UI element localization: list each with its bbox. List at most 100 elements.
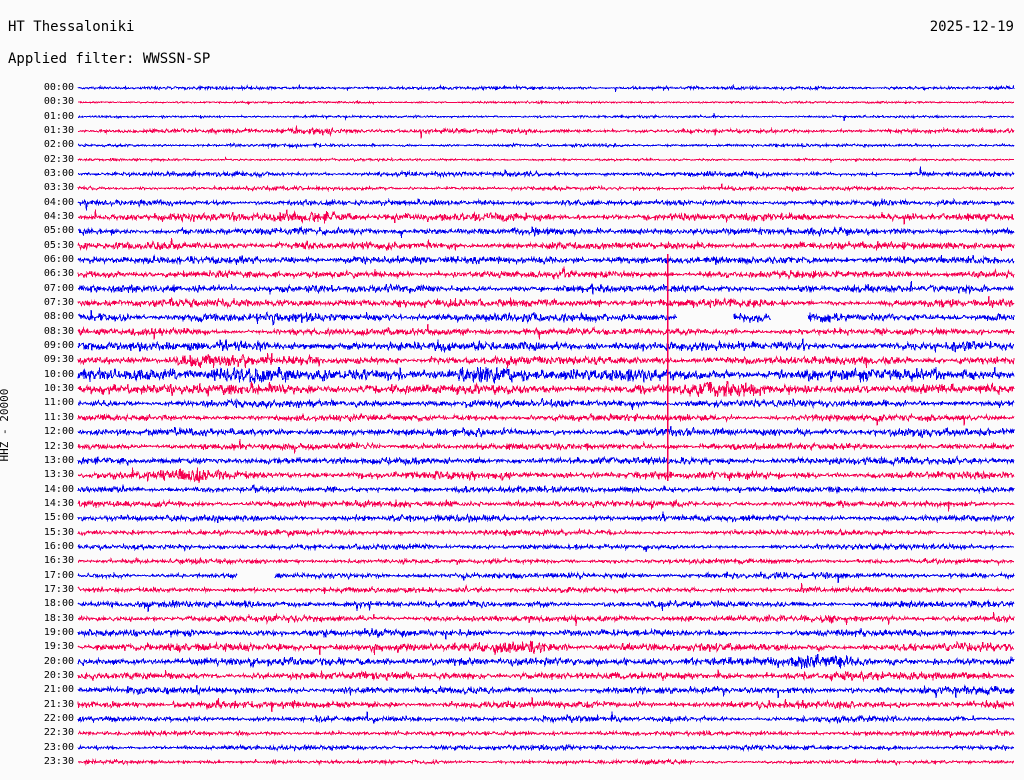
seismic-trace [77,627,1015,640]
seismic-trace [77,467,1015,483]
seismic-trace [77,99,1015,106]
seismic-trace [77,166,1015,179]
time-axis-label: 04:00 [43,196,74,208]
seismic-trace [77,197,1015,211]
seismic-trace [77,696,1015,713]
time-axis-label: 02:00 [43,139,74,151]
time-axis-label: 10:00 [43,368,74,380]
seismic-trace [77,669,1015,683]
seismic-trace [77,438,1015,454]
time-axis-label: 00:30 [43,96,74,108]
time-axis-label: 14:30 [43,497,74,509]
seismic-trace [77,366,1015,385]
time-axis-label: 09:30 [43,354,74,366]
time-axis-label: 07:00 [43,282,74,294]
time-axis-label: 19:30 [43,641,74,653]
time-axis-label: 01:30 [43,125,74,137]
time-axis-label: 10:30 [43,383,74,395]
time-axis-label: 18:30 [43,612,74,624]
seismic-trace [77,426,1015,439]
time-axis-label: 07:30 [43,297,74,309]
seismic-trace [77,352,1015,369]
seismic-trace [77,266,1015,281]
time-axis-label: 13:00 [43,454,74,466]
time-axis-label: 13:30 [43,469,74,481]
seismic-trace [77,183,1015,193]
seismic-trace [77,156,1015,164]
seismic-trace [77,83,1015,92]
time-axis-label: 00:00 [43,82,74,93]
seismic-trace [77,683,1015,698]
record-date: 2025-12-19 [929,19,1014,35]
time-axis-label: 21:30 [43,698,74,710]
seismic-trace [77,612,1015,627]
seismic-trace [807,312,1015,323]
seismic-trace [77,225,1015,238]
time-axis-label: 01:00 [43,110,74,122]
seismic-trace [77,640,1015,655]
seismic-trace [77,711,1015,725]
time-axis-label: 23:00 [43,741,74,753]
seismic-trace [77,556,1015,566]
time-axis-label: 14:00 [43,483,74,495]
time-axis-label: 03:30 [43,182,74,194]
seismic-trace [274,571,1015,584]
seismic-trace [77,653,1015,670]
time-axis-label: 05:00 [43,225,74,237]
seismic-trace [77,125,1015,139]
seismic-trace [77,324,1015,340]
time-axis-label: 20:30 [43,669,74,681]
time-axis-label: 09:00 [43,340,74,352]
time-axis-label: 02:30 [43,153,74,165]
seismic-trace [77,113,1015,121]
time-axis-label: 19:00 [43,626,74,638]
time-axis-label: 05:30 [43,239,74,251]
seismic-trace [77,542,1015,553]
time-axis-label: 08:30 [43,325,74,337]
seismic-trace [77,141,1015,149]
time-axis-label: 12:00 [43,426,74,438]
time-axis-label: 20:00 [43,655,74,667]
seismic-trace [77,380,1015,397]
seismic-trace [77,309,678,326]
time-axis-label: 15:30 [43,526,74,538]
time-axis-label: 16:00 [43,540,74,552]
time-axis-label: 18:00 [43,598,74,610]
seismic-trace [77,253,1015,266]
time-axis-label: 12:30 [43,440,74,452]
time-axis-label: 22:30 [43,727,74,739]
time-axis-label: 11:00 [43,397,74,409]
seismic-trace [77,412,1015,426]
time-axis-label: 17:30 [43,583,74,595]
seismic-trace [77,209,1015,225]
applied-filter-label: Applied filter: WWSSN-SP [8,51,211,67]
seismic-trace [77,598,1015,612]
time-axis: 00:00 00:30 01:00 01:30 02:00 02:30 03:00 03:30… [14,0,74,780]
time-axis-label: 22:00 [43,712,74,724]
seismic-trace [733,312,771,323]
seismic-trace [77,582,1015,595]
time-axis-label: 06:30 [43,268,74,280]
seismic-trace [77,397,1015,410]
time-axis-label: 08:00 [43,311,74,323]
time-axis-label: 06:00 [43,254,74,266]
time-axis-label: 23:30 [43,755,74,767]
seismic-trace [77,281,1015,295]
seismic-trace [77,296,1015,309]
time-axis-label: 16:30 [43,555,74,567]
seismic-trace [77,338,1015,354]
seismic-trace [77,527,1015,538]
time-axis-label: 17:00 [43,569,74,581]
seismic-trace [77,498,1015,512]
seismic-trace [77,455,1015,467]
time-axis-label: 15:00 [43,512,74,524]
time-axis-label: 21:00 [43,684,74,696]
seismic-trace [77,729,1015,738]
seismic-trace [77,743,1015,753]
station-title: HT Thessaloniki [8,19,135,35]
seismic-trace [77,484,1015,494]
time-axis-label: 04:30 [43,211,74,223]
time-axis-label: 03:00 [43,168,74,180]
